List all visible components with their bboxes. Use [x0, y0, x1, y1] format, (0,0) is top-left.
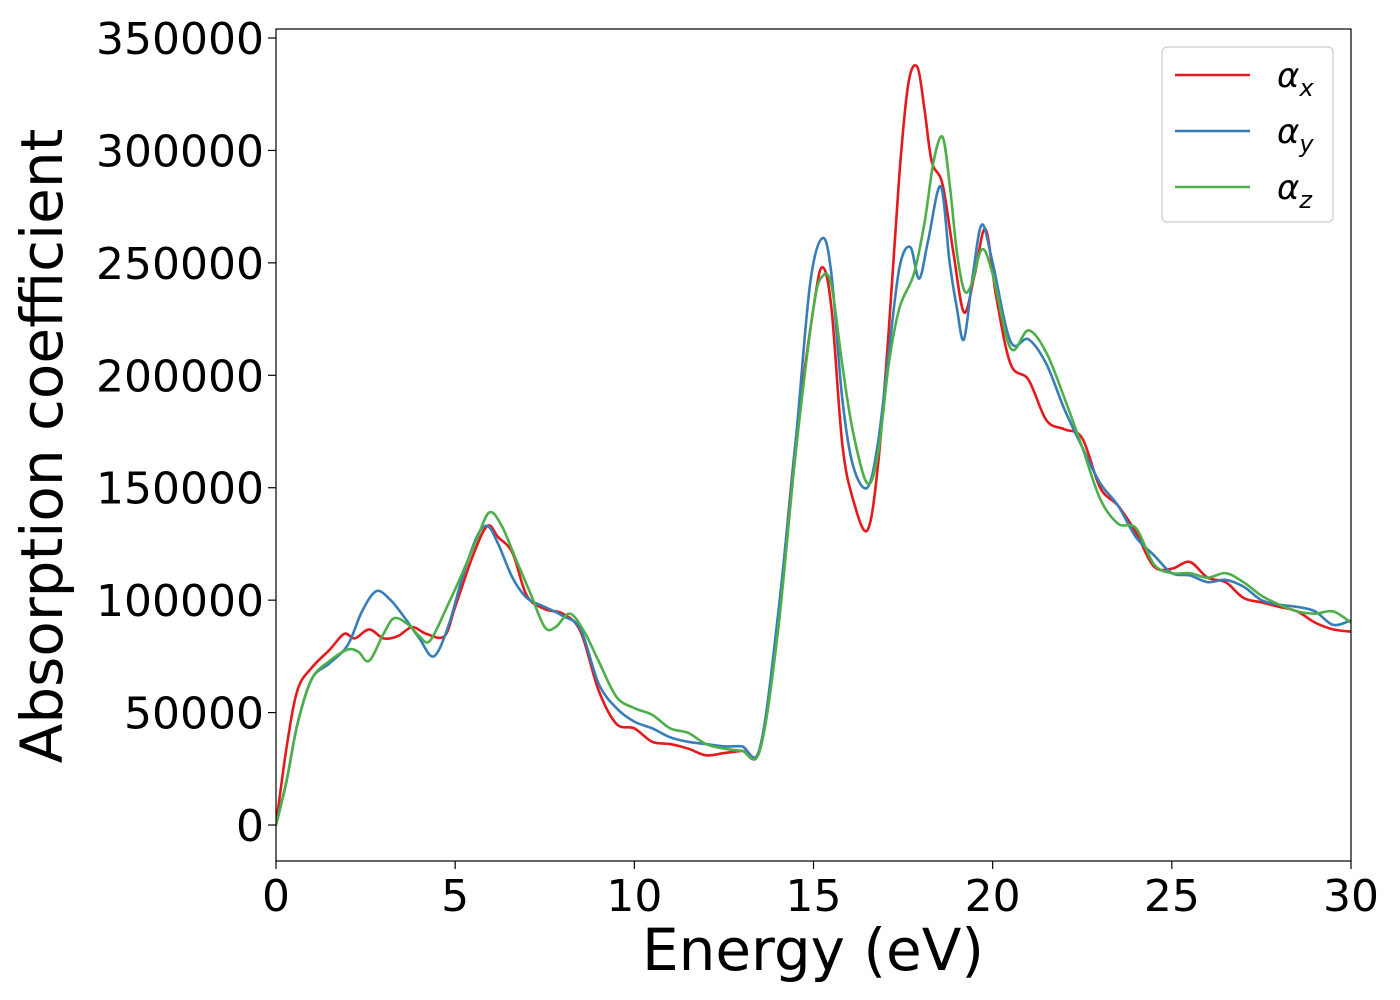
y-axis-title: Absorption coefficient [8, 129, 76, 764]
legend-items: αx αy αz [1175, 56, 1314, 214]
y-tick-label: 50000 [124, 689, 264, 740]
y-tick-label: 200000 [96, 351, 264, 402]
legend-label-x: αx [1277, 56, 1314, 102]
legend-label-z: αz [1277, 168, 1313, 214]
legend-label-y: αy [1277, 112, 1314, 158]
y-tick-label: 250000 [96, 239, 264, 290]
x-tick-label: 5 [441, 871, 469, 922]
x-tick-label: 10 [606, 871, 662, 922]
y-tick-label: 350000 [96, 14, 264, 65]
y-tick-label: 0 [236, 801, 264, 852]
x-tick-label: 30 [1323, 871, 1379, 922]
series-line-y [276, 185, 1351, 826]
x-tick-label: 0 [262, 871, 290, 922]
legend-frame [1161, 46, 1334, 223]
y-tick-label: 100000 [96, 576, 264, 627]
x-tick-label: 20 [965, 871, 1021, 922]
y-axis-ticks: 0 50000 100000 150000 200000 250000 300000 3500… [96, 14, 276, 852]
x-axis-title: Energy (eV) [642, 916, 984, 984]
x-tick-label: 15 [786, 871, 842, 922]
legend: αx αy αz [1161, 46, 1334, 223]
y-tick-label: 300000 [96, 126, 264, 177]
x-tick-label: 25 [1144, 871, 1200, 922]
y-tick-label: 150000 [96, 464, 264, 515]
series-layer [276, 64, 1351, 826]
x-axis-ticks: 0 5 10 15 20 25 30 [262, 861, 1379, 922]
series-line-z [276, 135, 1351, 826]
